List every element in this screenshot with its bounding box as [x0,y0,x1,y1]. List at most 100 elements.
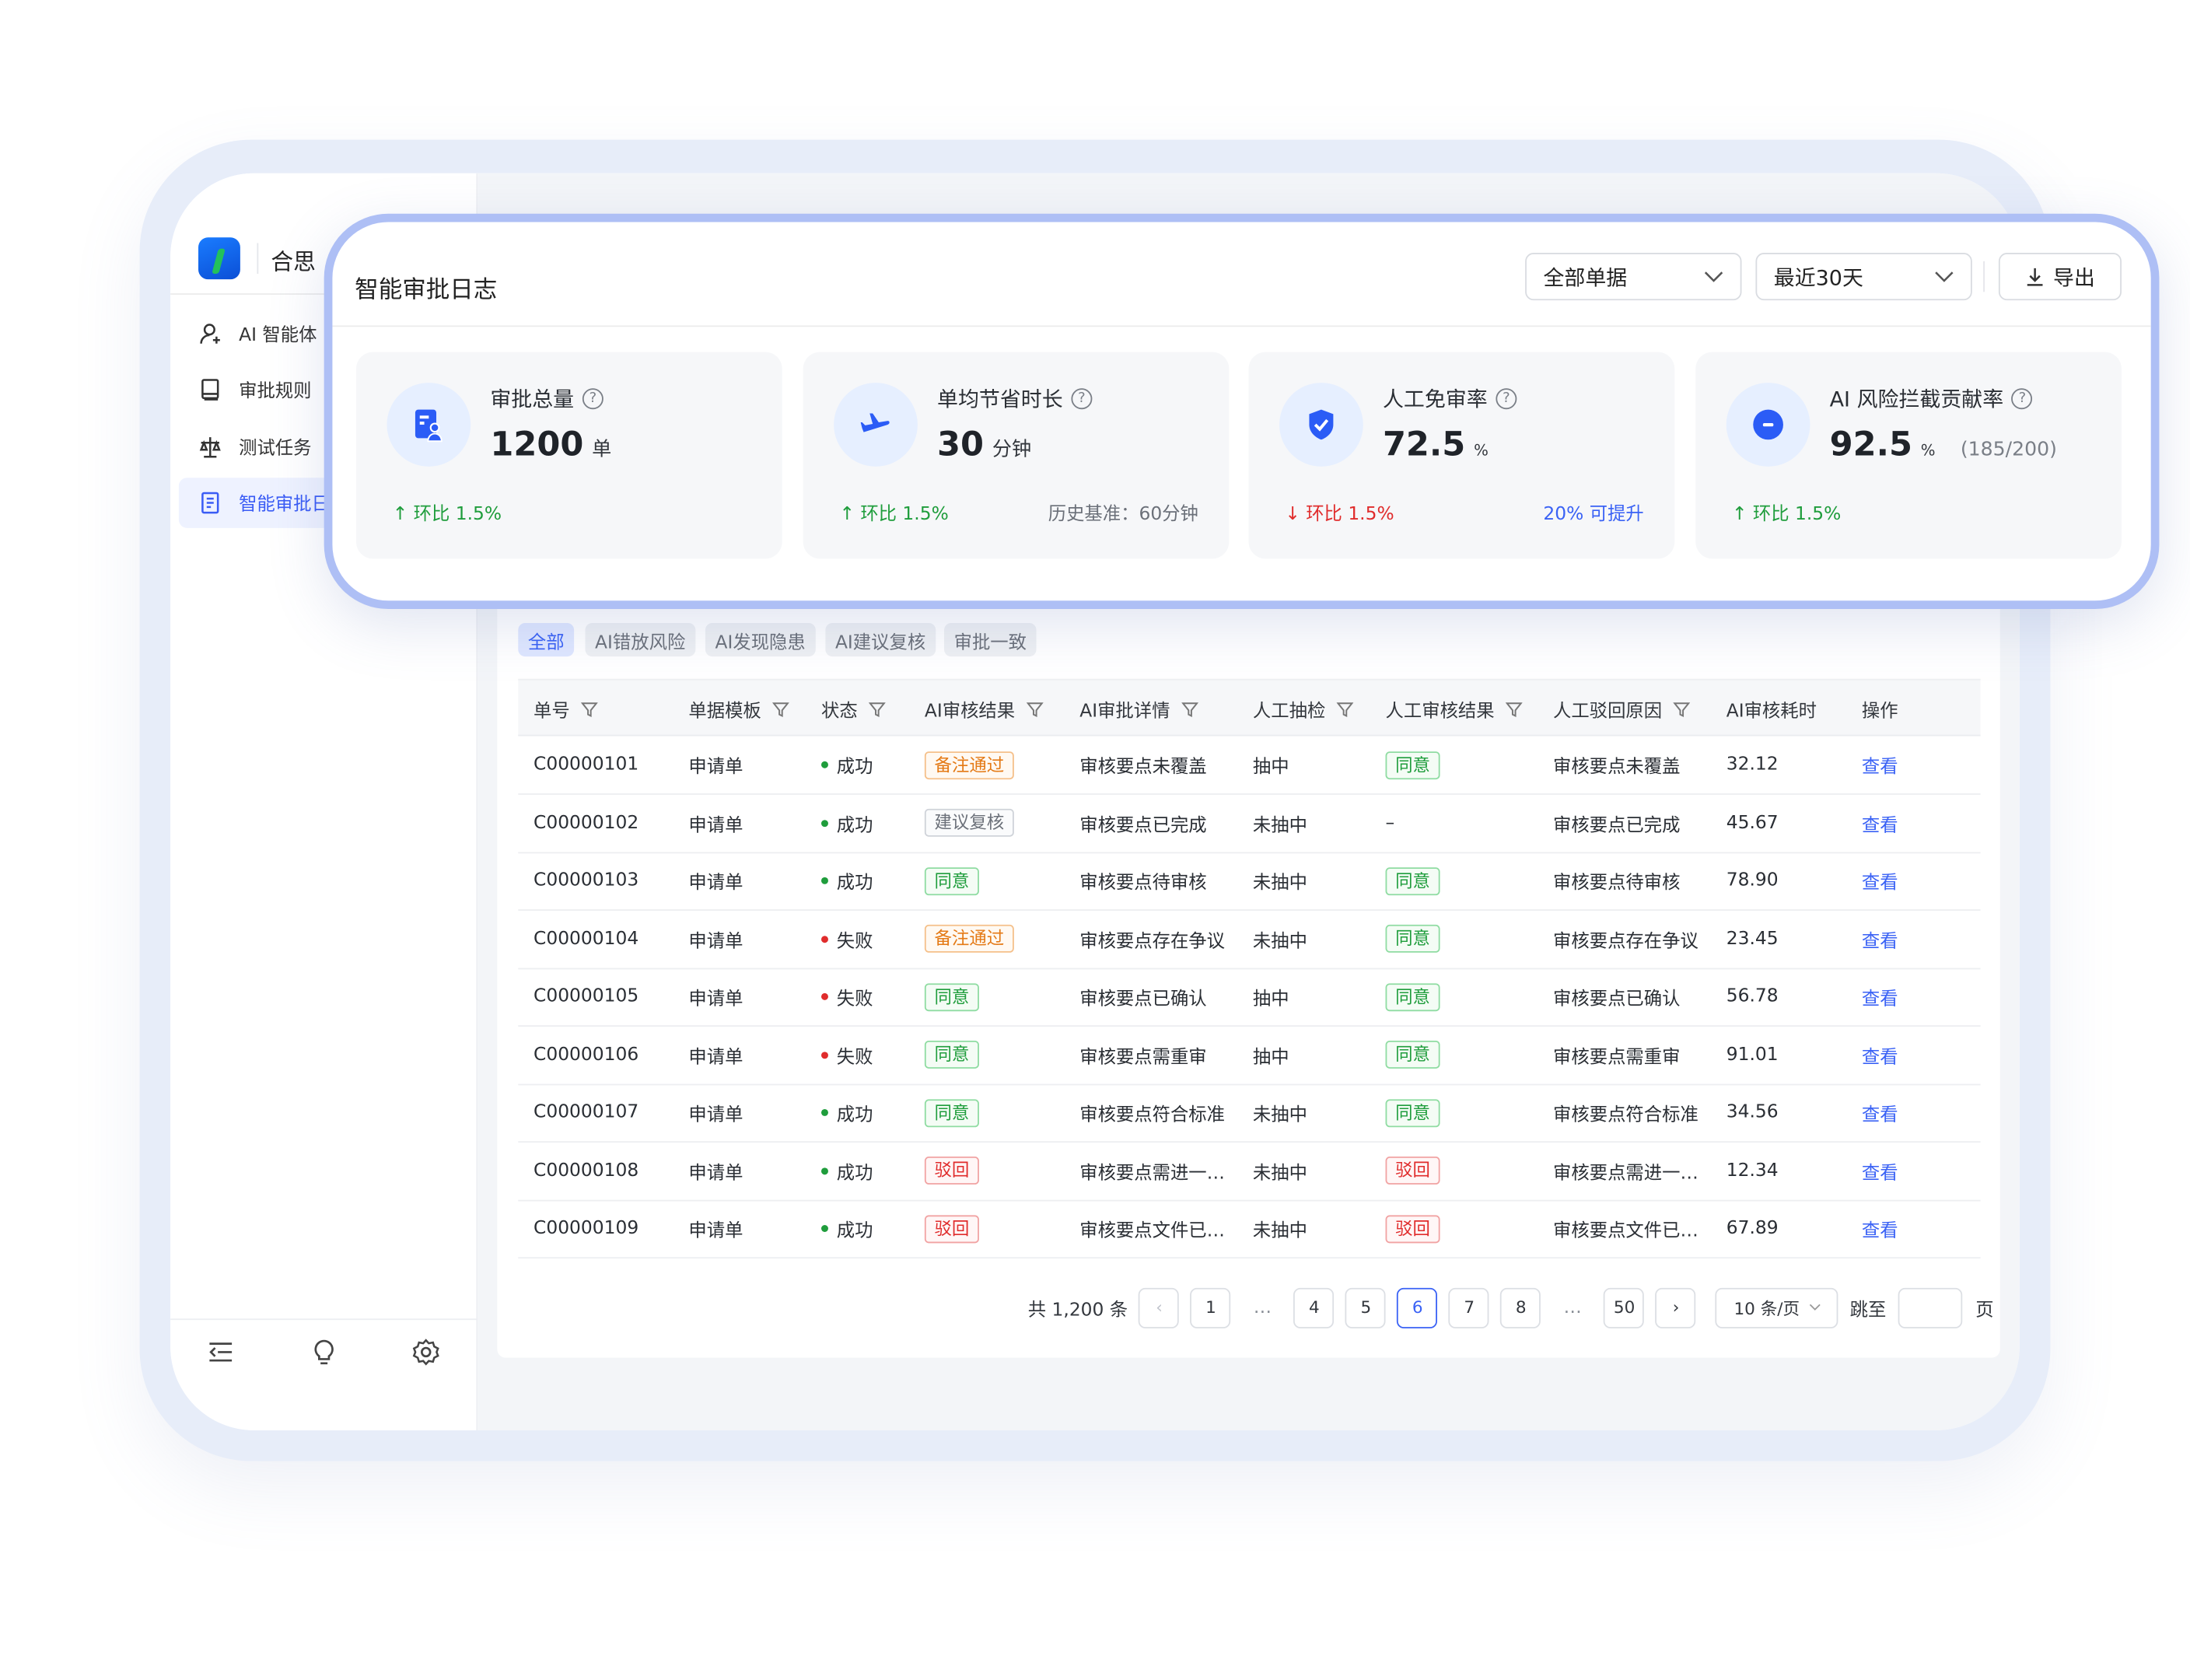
filter-icon[interactable] [1026,701,1044,718]
page-size-select[interactable]: 10 条/页 [1716,1286,1839,1328]
jump-page-input[interactable] [1897,1286,1962,1328]
status-dot [820,1167,828,1174]
page-button[interactable]: 50 [1604,1286,1645,1328]
help-icon[interactable]: ? [2011,388,2033,410]
total-count: 共 1,200 条 [1027,1300,1128,1321]
summary-overlay-card: 智能审批日志 全部单据 最近30天 导出 审批总量? 1200 单 ↑ 环比 1.5%… [324,213,2160,610]
page-button[interactable]: 4 [1293,1286,1335,1328]
view-link[interactable]: 查看 [1861,757,1898,779]
cell-text: C00000105 [534,985,639,1007]
filter-tab-4[interactable]: 审批一致 [944,622,1037,657]
view-link[interactable]: 查看 [1861,930,1898,952]
next-page-button[interactable]: › [1656,1286,1697,1328]
collapse-menu-icon[interactable] [205,1337,236,1368]
filter-tab-1[interactable]: AI错放风险 [585,622,695,657]
sidebar-item-2[interactable]: 测试任务 [179,421,478,471]
table-cell: 申请单 [688,1142,743,1199]
table-cell: 审核要点已完成 [1079,794,1206,852]
table-cell: 失败 [820,910,873,968]
jump-label: 跳至 [1849,1300,1887,1321]
cell-text: 审核要点需进一… [1553,1163,1698,1185]
stat-title: 单均节省时长? [937,384,1093,414]
table-cell: 同意 [1385,910,1440,968]
filter-icon[interactable] [1506,701,1523,718]
page-ellipsis[interactable]: … [1563,1297,1582,1318]
help-icon[interactable]: ? [1071,388,1093,410]
stat-value: 72.5% [1383,425,1489,464]
filter-tab-3[interactable]: AI建议复核 [825,622,936,657]
sidebar-item-0[interactable]: AI 智能体 [179,307,478,358]
filter-icon[interactable] [1336,701,1354,718]
view-link[interactable]: 查看 [1861,989,1898,1010]
page-button[interactable]: 7 [1449,1286,1490,1328]
filter-icon[interactable] [772,701,789,718]
result-tag: 驳回 [924,1214,979,1243]
table-cell: 成功 [820,1142,873,1199]
page-button[interactable]: 5 [1345,1286,1387,1328]
table-cell[interactable]: 查看 [1862,910,1898,968]
filter-icon[interactable] [581,701,598,718]
stat-number: 1200 [490,424,584,464]
cell-text: 34.56 [1726,1101,1779,1123]
cell-text: 审核要点符合标准 [1079,1104,1226,1126]
table-cell[interactable]: 查看 [1862,736,1898,793]
table-cell: 审核要点需进一… [1553,1142,1698,1199]
view-link[interactable]: 查看 [1861,1047,1898,1068]
table-cell[interactable]: 查看 [1862,968,1898,1026]
table-cell[interactable]: 查看 [1862,1084,1898,1142]
page-title: 智能审批日志 [355,276,498,305]
cell-text: 45.67 [1726,812,1779,834]
table-cell: 建议复核 [924,794,1014,852]
table-cell: 驳回 [1385,1142,1440,1199]
page-suffix: 页 [1975,1300,1994,1321]
status-dot [820,1108,828,1116]
export-button[interactable]: 导出 [1998,253,2122,301]
help-icon[interactable]: ? [582,388,603,410]
sidebar-item-1[interactable]: 审批规则 [179,364,478,415]
table-cell: 未抽中 [1253,1142,1307,1199]
gear-icon[interactable] [411,1337,442,1368]
view-link[interactable]: 查看 [1861,814,1898,836]
table-cell[interactable]: 查看 [1862,1142,1898,1199]
page-button[interactable]: 8 [1500,1286,1541,1328]
table-cell[interactable]: 查看 [1862,852,1898,909]
view-link[interactable]: 查看 [1861,1104,1898,1126]
table-cell[interactable]: 查看 [1862,1026,1898,1083]
select-value: 全部单据 [1543,264,1628,290]
cell-text: 12.34 [1726,1160,1779,1181]
filter-tab-2[interactable]: AI发现隐患 [705,622,816,657]
table-cell: 申请单 [688,852,743,909]
scale-icon [199,436,221,457]
help-icon[interactable]: ? [1496,388,1517,410]
document-type-select[interactable]: 全部单据 [1525,253,1742,301]
stat-number: 30 [937,424,985,464]
stat-card: 审批总量? 1200 单 ↑ 环比 1.5% [355,352,782,559]
prev-page-button[interactable]: ‹ [1139,1286,1180,1328]
cell-text: 审核要点符合标准 [1553,1104,1698,1126]
table-cell: 审核要点需重审 [1079,1026,1206,1083]
divider [170,1318,478,1321]
table-cell: 成功 [820,852,873,909]
status-dot [820,819,828,827]
cell-text: 抽中 [1252,1047,1289,1068]
view-link[interactable]: 查看 [1861,873,1898,894]
date-range-select[interactable]: 最近30天 [1755,253,1972,301]
view-link[interactable]: 查看 [1861,1220,1898,1242]
stat-extra: (185/200) [1960,438,2057,461]
stat-number: 92.5 [1829,424,1912,464]
lightbulb-icon[interactable] [309,1337,340,1368]
column-label: AI审批详情 [1079,701,1170,723]
page-button[interactable]: 6 [1397,1286,1438,1328]
main-area: 全部 AI错放风险 AI发现隐患 AI建议复核 审批一致 单号 单据模板 状态 AI审核结果 A… [478,173,2020,1431]
stat-note[interactable]: 20% 可提升 [1543,504,1644,526]
page-button[interactable]: 1 [1190,1286,1232,1328]
filter-icon[interactable] [1181,701,1198,718]
page-ellipsis[interactable]: … [1253,1297,1272,1318]
filter-icon[interactable] [869,701,886,718]
table-cell: 同意 [924,968,979,1026]
view-link[interactable]: 查看 [1861,1163,1898,1185]
filter-icon[interactable] [1673,701,1691,718]
filter-tab-0[interactable]: 全部 [518,622,575,657]
table-cell[interactable]: 查看 [1862,794,1898,852]
table-cell[interactable]: 查看 [1862,1200,1898,1258]
